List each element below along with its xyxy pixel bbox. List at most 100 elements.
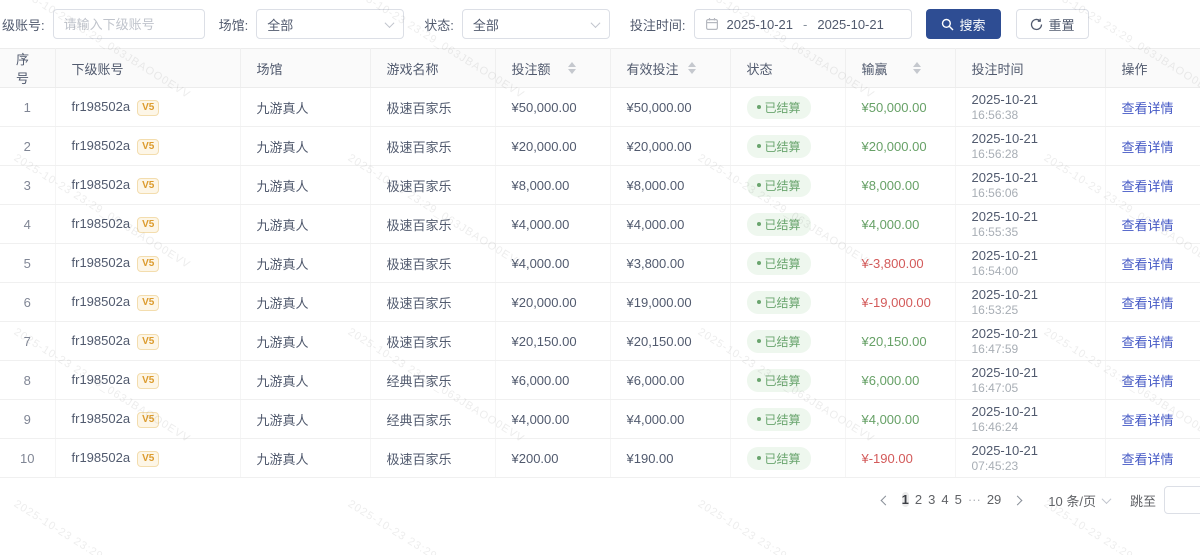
account-text: fr198502a (71, 98, 131, 114)
status-select[interactable]: 全部 (461, 9, 610, 39)
status-dot-icon (756, 222, 761, 226)
date-range-picker[interactable]: 2025-10-21 - 2025-10-21 (693, 9, 912, 39)
view-details-link[interactable]: 查看详情 (1121, 256, 1174, 272)
row-index: 10 (20, 450, 35, 466)
status-text: 已结算 (764, 178, 801, 193)
chevron-down-icon (1101, 493, 1112, 504)
status-text: 已结算 (764, 412, 801, 427)
bet-amount: ¥20,150.00 (511, 333, 577, 349)
column-label: 场馆 (256, 61, 283, 77)
column-header: 操作 (1105, 48, 1200, 88)
view-details-link[interactable]: 查看详情 (1121, 217, 1174, 233)
sort-icon[interactable] (912, 62, 921, 74)
page-number[interactable]: 4 (941, 492, 949, 507)
sort-icon[interactable] (687, 62, 696, 74)
column-label: 操作 (1121, 61, 1148, 77)
win-loss-amount: ¥-3,800.00 (861, 255, 924, 271)
page-number[interactable]: 5 (954, 492, 962, 507)
view-details-link[interactable]: 查看详情 (1121, 295, 1174, 311)
pagination-next-button[interactable] (1004, 486, 1030, 514)
column-header[interactable]: 有效投注 (610, 48, 731, 88)
column-label: 投注时间 (971, 61, 1024, 77)
status-text: 已结算 (764, 334, 801, 349)
column-label: 游戏名称 (386, 61, 439, 77)
valid-bet-amount: ¥6,000.00 (626, 372, 685, 388)
page-number[interactable]: 1 (901, 492, 909, 507)
bet-time: 16:47:05 (971, 380, 1019, 395)
status-dot-icon (756, 417, 761, 421)
search-button[interactable]: 搜索 (925, 9, 1001, 39)
jump-to-page-input[interactable] (1164, 486, 1200, 514)
page-number[interactable]: 2 (914, 492, 923, 507)
date-start-value[interactable]: 2025-10-21 (726, 16, 794, 32)
column-label: 状态 (746, 61, 773, 77)
status-dot-icon (756, 378, 761, 382)
bet-records-table: 序号 下级账号 场馆 游戏名称 投注额 有效投注 状态 输赢 投注时间 操作 1 fr198502… (0, 48, 1200, 478)
game-name-text: 极速百家乐 (386, 334, 452, 350)
page-number[interactable]: 3 (928, 492, 936, 507)
win-loss-amount: ¥20,000.00 (861, 138, 927, 154)
win-loss-amount: ¥-19,000.00 (861, 294, 931, 310)
date-range-separator: - (803, 16, 808, 32)
game-name-text: 经典百家乐 (386, 373, 452, 389)
reset-button[interactable]: 重置 (1015, 9, 1089, 39)
row-index: 8 (23, 372, 31, 388)
column-header[interactable]: 输赢 (845, 48, 956, 88)
table-row: 3 fr198502a V5 九游真人 极速百家乐 ¥8,000.00 ¥8,00… (0, 165, 1200, 205)
status-dot-icon (756, 144, 761, 148)
view-details-link[interactable]: 查看详情 (1121, 412, 1174, 428)
game-name-text: 极速百家乐 (386, 295, 452, 311)
bet-amount: ¥50,000.00 (511, 99, 577, 115)
row-index: 3 (23, 177, 31, 193)
table-row: 9 fr198502a V5 九游真人 经典百家乐 ¥4,000.00 ¥4,00… (0, 399, 1200, 439)
bet-time: 16:56:28 (971, 146, 1019, 161)
win-loss-amount: ¥6,000.00 (861, 372, 920, 388)
view-details-link[interactable]: 查看详情 (1121, 178, 1174, 194)
column-header: 下级账号 (55, 48, 241, 88)
page-size-value: 10 条/页 (1048, 493, 1096, 509)
account-text: fr198502a (71, 176, 131, 192)
status-badge: 已结算 (746, 251, 811, 275)
page-number-list: 1 2 3 4 5 ··· 29 (899, 486, 1005, 514)
bet-date: 2025-10-21 (971, 442, 1039, 458)
vip-level-badge: V5 (137, 333, 160, 350)
account-text: fr198502a (71, 293, 131, 309)
vip-level-badge: V5 (137, 372, 160, 389)
view-details-link[interactable]: 查看详情 (1121, 100, 1174, 116)
bet-amount: ¥6,000.00 (511, 372, 570, 388)
bet-date: 2025-10-21 (971, 286, 1039, 302)
chevron-left-icon (880, 495, 891, 505)
pagination-prev-button[interactable] (873, 486, 899, 514)
view-details-link[interactable]: 查看详情 (1121, 139, 1174, 155)
valid-bet-amount: ¥20,000.00 (626, 138, 692, 154)
bet-amount: ¥4,000.00 (511, 216, 570, 232)
column-header[interactable]: 投注额 (495, 48, 611, 88)
account-search-input[interactable] (52, 9, 205, 39)
page-ellipsis: ··· (967, 492, 981, 507)
venue-select-value: 全部 (267, 17, 294, 33)
table-row: 8 fr198502a V5 九游真人 经典百家乐 ¥6,000.00 ¥6,00… (0, 360, 1200, 400)
page-size-select[interactable]: 10 条/页 (1048, 491, 1112, 510)
account-text: fr198502a (71, 332, 131, 348)
venue-select[interactable]: 全部 (256, 9, 405, 39)
row-index: 9 (23, 411, 31, 427)
bet-time: 16:53:25 (971, 302, 1019, 317)
venue-filter-label: 场馆: (218, 17, 249, 33)
date-end-value[interactable]: 2025-10-21 (817, 16, 884, 32)
status-dot-icon (756, 183, 761, 187)
view-details-link[interactable]: 查看详情 (1121, 373, 1174, 389)
account-filter-label: 级账号: (2, 17, 45, 33)
status-text: 已结算 (764, 451, 801, 466)
view-details-link[interactable]: 查看详情 (1121, 451, 1174, 467)
pagination-bar: 1 2 3 4 5 ··· 29 10 条/页 跳至 (0, 478, 1200, 522)
page-number[interactable]: 29 (986, 492, 1002, 507)
row-index: 5 (23, 255, 31, 271)
status-badge: 已结算 (746, 446, 811, 470)
column-header: 场馆 (240, 48, 371, 88)
view-details-link[interactable]: 查看详情 (1121, 334, 1174, 350)
venue-text: 九游真人 (256, 295, 309, 311)
valid-bet-amount: ¥190.00 (626, 450, 674, 466)
sort-icon[interactable] (567, 62, 576, 74)
venue-text: 九游真人 (256, 217, 309, 233)
vip-level-badge: V5 (137, 216, 160, 233)
